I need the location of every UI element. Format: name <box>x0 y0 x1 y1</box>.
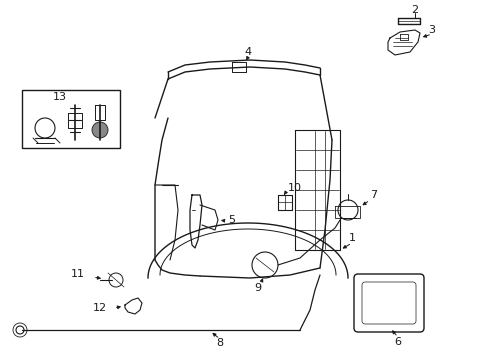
Text: 13: 13 <box>53 92 67 102</box>
Text: 5: 5 <box>228 215 235 225</box>
Text: 7: 7 <box>370 190 377 200</box>
Text: 1: 1 <box>348 233 355 243</box>
Text: 6: 6 <box>394 337 401 347</box>
Text: 2: 2 <box>410 5 418 15</box>
Text: 8: 8 <box>216 338 223 348</box>
Circle shape <box>92 122 108 138</box>
Text: 3: 3 <box>427 25 435 35</box>
Text: 12: 12 <box>93 303 107 313</box>
Polygon shape <box>22 90 120 148</box>
Text: 10: 10 <box>287 183 302 193</box>
Text: 9: 9 <box>254 283 261 293</box>
Text: 4: 4 <box>244 47 251 57</box>
Text: 11: 11 <box>71 269 85 279</box>
